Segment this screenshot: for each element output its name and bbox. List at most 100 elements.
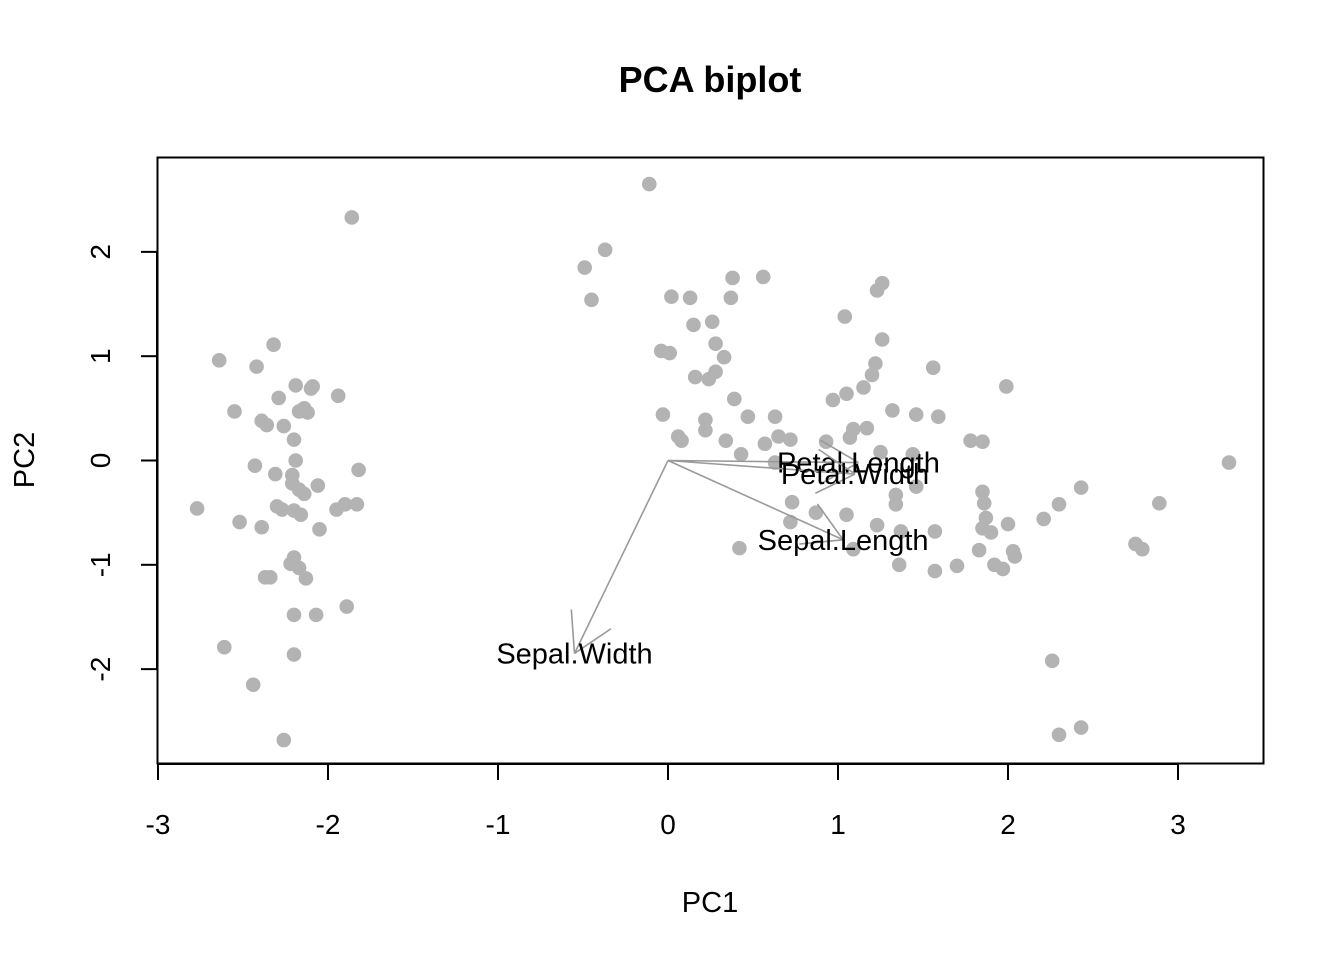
data-point (999, 379, 1014, 394)
data-point (308, 607, 324, 623)
data-point (286, 607, 302, 623)
data-point (662, 345, 677, 361)
loading-arrowhead (816, 503, 844, 541)
data-point (249, 359, 264, 374)
data-point (1007, 549, 1023, 564)
data-point (825, 392, 841, 408)
data-point (1135, 541, 1150, 557)
data-point (286, 503, 302, 518)
data-point (925, 360, 941, 375)
data-point (305, 379, 321, 394)
data-point (784, 494, 800, 510)
x-tick-label: -1 (486, 809, 511, 840)
data-point (723, 290, 739, 306)
data-point (1152, 495, 1167, 511)
data-point (1051, 727, 1067, 743)
data-point (975, 484, 990, 500)
data-point (1221, 455, 1237, 470)
data-point (874, 332, 890, 347)
data-point (873, 444, 888, 460)
loading-arrowhead (818, 448, 856, 475)
data-point (1000, 516, 1016, 532)
loading-label: Sepal.Length (758, 525, 929, 557)
data-point (286, 647, 302, 662)
data-point (727, 391, 742, 407)
data-point (740, 409, 756, 424)
x-tick-label: -3 (146, 809, 171, 840)
data-point (189, 501, 205, 516)
data-point (674, 433, 689, 448)
data-point (339, 599, 355, 614)
loading-arrowhead (574, 628, 612, 655)
data-point (839, 386, 854, 402)
loading-label: Petal.Length (777, 448, 940, 480)
data-point (227, 404, 242, 419)
data-point (927, 524, 943, 539)
data-point (963, 433, 978, 448)
data-point (211, 353, 227, 368)
loading-arrow (573, 460, 669, 654)
data-point (298, 571, 314, 586)
data-point (767, 409, 783, 424)
data-point (584, 292, 599, 308)
data-point (217, 639, 232, 655)
data-point (725, 270, 740, 286)
data-point (808, 505, 824, 520)
data-point (296, 401, 312, 416)
x-tick-label: 3 (1170, 809, 1186, 840)
data-point (682, 290, 698, 306)
y-tick-label: 2 (85, 244, 116, 260)
loading-arrow (667, 459, 856, 475)
chart-title: PCA biplot (619, 59, 802, 100)
data-point (286, 432, 302, 447)
data-point (708, 336, 723, 351)
data-point (1044, 653, 1060, 669)
y-axis: -2 -1 0 1 2 (85, 244, 158, 682)
data-point (232, 514, 247, 530)
data-point (995, 561, 1011, 577)
data-point (885, 403, 900, 418)
data-point (704, 314, 720, 330)
x-axis-title: PC1 (682, 887, 738, 919)
data-point (288, 378, 304, 393)
data-point (718, 433, 734, 448)
y-tick-label: -2 (85, 657, 116, 682)
data-point (767, 455, 783, 470)
loading-label: Sepal.Width (496, 638, 652, 670)
data-point (288, 453, 304, 468)
x-tick-label: 1 (830, 809, 846, 840)
data-point (686, 317, 701, 333)
data-point (783, 432, 798, 447)
data-point (975, 434, 990, 450)
data-point (344, 210, 360, 225)
x-tick-label: -2 (316, 809, 341, 840)
data-point (310, 478, 326, 493)
data-point (757, 436, 773, 452)
data-point (733, 446, 749, 462)
data-point (976, 495, 992, 511)
data-point (868, 356, 883, 371)
data-point (655, 407, 671, 422)
y-tick-label: 0 (85, 453, 116, 469)
data-point (908, 407, 924, 422)
data-point (755, 269, 771, 285)
data-point (330, 388, 346, 404)
data-point (687, 369, 703, 385)
data-point (874, 275, 890, 291)
data-point (276, 418, 292, 434)
data-point (577, 260, 592, 275)
data-point (927, 563, 943, 579)
data-point (642, 176, 657, 192)
data-point (698, 412, 713, 428)
data-point (276, 732, 292, 748)
data-point (983, 525, 999, 540)
loading-arrow (667, 459, 859, 464)
data-point (1036, 511, 1051, 527)
x-tick-label: 0 (660, 809, 676, 840)
data-point (971, 542, 987, 558)
data-point (837, 309, 853, 324)
data-point (949, 558, 965, 574)
data-point (864, 367, 880, 383)
loading-arrow (667, 459, 844, 541)
